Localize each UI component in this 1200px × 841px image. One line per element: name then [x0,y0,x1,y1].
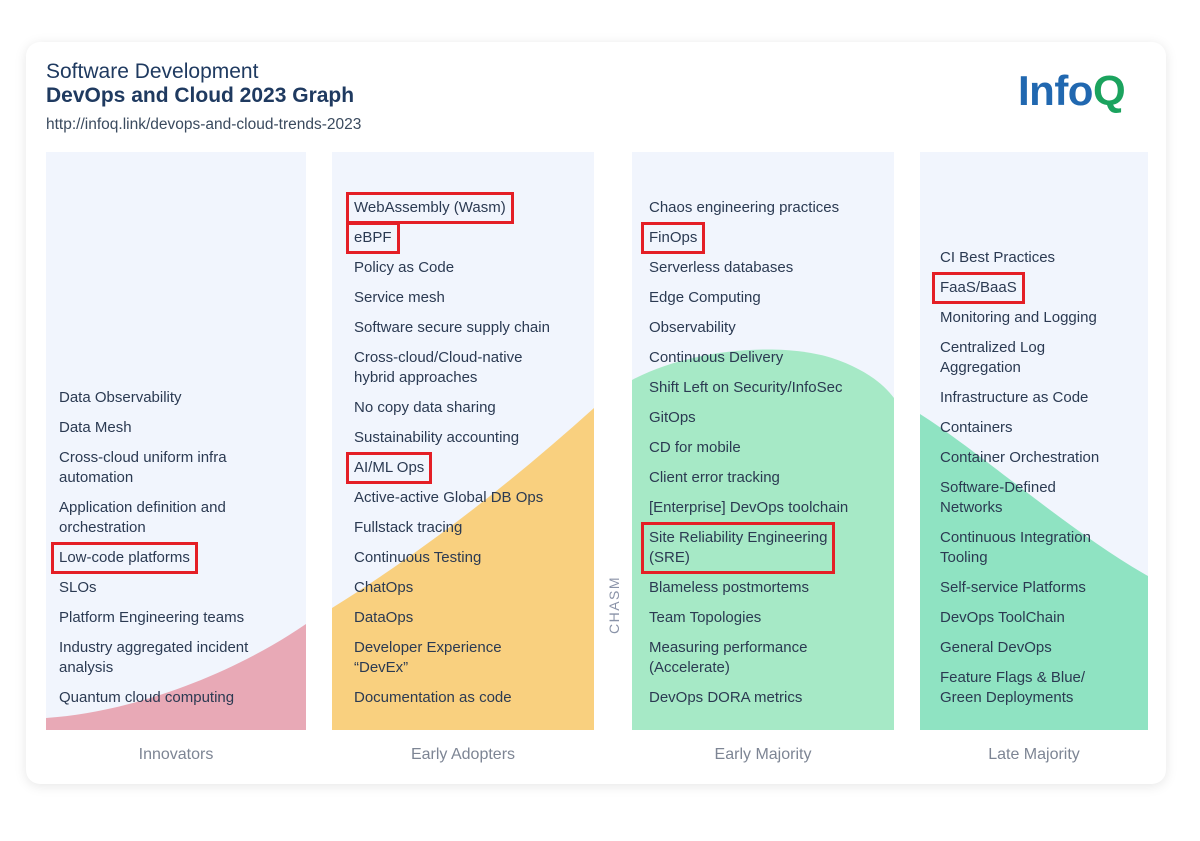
technology-label: Developer Experience [354,639,502,656]
innovators-items: Data Observability Data Mesh Cross-cloud u… [46,152,306,730]
technology-label: Observability [649,319,736,336]
technology-label: “DevEx” [354,659,409,676]
technology-label: Data Observability [59,389,182,406]
technology-label: Sustainability accounting [354,429,520,446]
highlight-box [932,272,1025,304]
technology-label: Active-active Global DB Ops [354,489,544,506]
highlight-box [51,542,198,574]
technology-label: Measuring performance [649,639,808,656]
technology-label: Continuous Testing [354,549,482,566]
technology-label: automation [59,469,134,486]
technology-label: Chaos engineering practices [649,199,840,216]
technology-label: Aggregation [940,359,1021,376]
technology-label: Feature Flags & Blue/ [940,669,1086,686]
technology-label: Fullstack tracing [354,519,463,536]
column-late-majority: CI Best Practices FaaS/BaaS Monitoring and… [920,152,1148,730]
technology-label: CI Best Practices [940,249,1056,266]
technology-label: DataOps [354,609,414,626]
technology-label: Platform Engineering teams [59,609,245,626]
technology-label: Policy as Code [354,259,455,276]
early-adopters-curve-shape [332,408,594,730]
technology-label: Continuous Integration [940,529,1091,546]
highlight-box [641,222,705,254]
source-url[interactable]: http://infoq.link/devops-and-cloud-trend… [46,116,362,133]
highlight-box [641,522,835,574]
technology-label: DevOps DORA metrics [649,689,803,706]
technology-label: Data Mesh [59,419,132,436]
technology-label: Client error tracking [649,469,780,486]
column-early-adopters: WebAssembly (Wasm) eBPF Policy as Code Serv… [332,152,594,730]
footer-early-adopters: Early Adopters [410,746,516,763]
technology-label: Edge Computing [649,289,761,306]
early-adopters-items: WebAssembly (Wasm) eBPF Policy as Code Serv… [332,152,594,730]
highlight-box [346,222,400,254]
page-title: DevOps and Cloud 2023 Graph [46,84,355,107]
logo-text-info: Info [1018,67,1093,114]
late-majority-curve-shape [920,414,1148,730]
technology-label: Infrastructure as Code [940,389,1089,406]
technology-label: orchestration [59,519,146,536]
early-majority-curve-shape [632,349,894,730]
technology-label: [Enterprise] DevOps toolchain [649,499,849,516]
highlight-box [346,192,514,224]
technology-label: Software secure supply chain [354,319,550,336]
early-majority-items: Chaos engineering practices FinOps Serverl… [632,152,894,730]
technology-label: AI/ML Ops [354,459,425,476]
technology-label: Cross-cloud uniform infra [59,449,227,466]
technology-label: Networks [940,499,1003,516]
technology-label: CD for mobile [649,439,741,456]
late-majority-items: CI Best Practices FaaS/BaaS Monitoring and… [920,152,1148,730]
technology-label: Quantum cloud computing [59,689,235,706]
technology-label: (Accelerate) [649,659,730,676]
technology-label: Blameless postmortems [649,579,810,596]
innovators-curve-shape [46,624,306,730]
technology-label: Centralized Log [940,339,1046,356]
footer-late-majority: Late Majority [988,746,1080,763]
technology-label: Low-code platforms [59,549,190,566]
technology-label: eBPF [354,229,392,246]
page-subtitle: Software Development [46,60,259,83]
highlight-box [346,452,432,484]
technology-label: Tooling [940,549,988,566]
column-early-majority: Chaos engineering practices FinOps Serverl… [632,152,894,730]
technology-label: Monitoring and Logging [940,309,1097,326]
technology-label: ChatOps [354,579,414,596]
technology-label: Software-Defined [940,479,1056,496]
technology-label: WebAssembly (Wasm) [354,199,506,216]
technology-label: Industry aggregated incident [59,639,249,656]
technology-label: FinOps [649,229,698,246]
technology-label: Documentation as code [354,689,512,706]
technology-label: Team Topologies [649,609,762,626]
technology-label: Green Deployments [940,689,1074,706]
technology-label: SLOs [59,579,97,596]
technology-label: General DevOps [940,639,1052,656]
technology-label: Container Orchestration [940,449,1100,466]
technology-label: Service mesh [354,289,445,306]
technology-label: hybrid approaches [354,369,478,386]
technology-label: Self-service Platforms [940,579,1086,596]
technology-label: Continuous Delivery [649,349,784,366]
technology-label: FaaS/BaaS [940,279,1017,296]
technology-label: (SRE) [649,549,690,566]
technology-label: analysis [59,659,114,676]
logo-text-q: Q [1092,67,1126,114]
technology-label: No copy data sharing [354,399,496,416]
technology-label: Cross-cloud/Cloud-native [354,349,523,366]
chasm-label: CHASM [606,575,622,635]
technology-label: GitOps [649,409,696,426]
technology-label: Site Reliability Engineering [649,529,828,546]
technology-label: Application definition and [59,499,226,516]
footer-early-majority: Early Majority [714,746,812,763]
technology-label: Serverless databases [649,259,794,276]
technology-label: Shift Left on Security/InfoSec [649,379,843,396]
column-innovators: Data Observability Data Mesh Cross-cloud u… [46,152,306,730]
technology-label: Containers [940,419,1013,436]
footer-innovators: Innovators [138,746,214,763]
infoq-logo: InfoQ [1018,67,1126,114]
technology-label: DevOps ToolChain [940,609,1065,626]
